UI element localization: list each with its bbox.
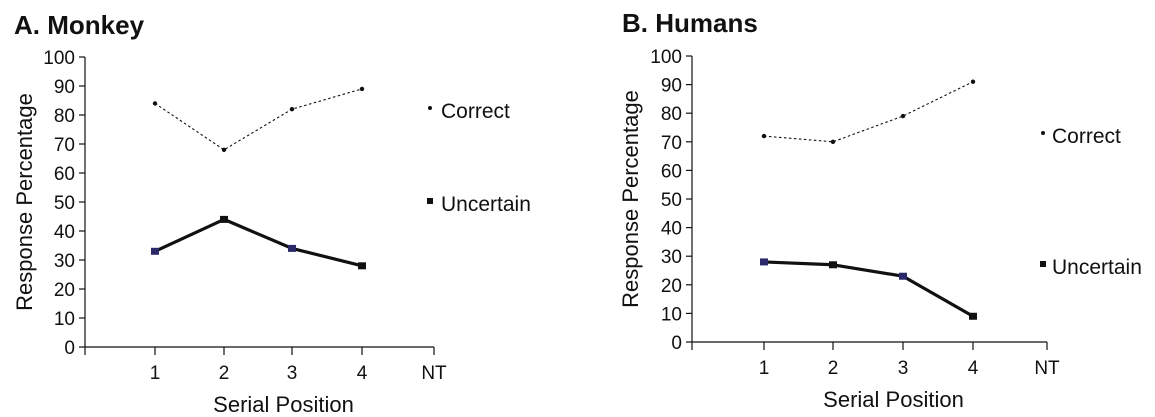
data-point <box>760 258 768 266</box>
data-point <box>359 86 365 92</box>
legend-label: Uncertain <box>1052 256 1142 279</box>
x-axis-label: Serial Position <box>213 392 354 417</box>
data-point <box>970 79 976 84</box>
data-point <box>220 215 228 223</box>
y-tick-label: 100 <box>43 48 75 69</box>
x-tick-label: NT <box>1034 358 1060 379</box>
data-point <box>830 139 836 144</box>
data-point <box>900 113 906 119</box>
y-tick-label: 80 <box>54 106 75 127</box>
legend-label: Uncertain <box>441 193 531 216</box>
legend-label: Correct <box>441 100 510 123</box>
data-point <box>221 147 227 152</box>
chart-panel-0: A. Monkey 0 10 20 30 40 50 60 70 80 90 100 1 2 3 4 NT Ser… <box>12 10 531 417</box>
legend-marker <box>428 106 432 110</box>
y-axis-label: Response Percentage <box>618 90 643 308</box>
chart-panel-1: B. Humans 0 10 20 30 40 50 60 70 80 90 100 1 2 3 4 NT Ser… <box>618 8 1142 412</box>
y-tick-label: 40 <box>54 222 75 243</box>
x-tick-label: 1 <box>759 358 770 379</box>
y-tick-label: 60 <box>54 164 75 185</box>
data-point <box>829 261 837 269</box>
y-tick-label: 20 <box>54 280 75 301</box>
data-point <box>358 262 366 270</box>
legend-marker <box>427 198 433 204</box>
y-tick-label: 0 <box>64 338 75 359</box>
data-point <box>151 247 159 255</box>
x-tick-label: 1 <box>150 363 161 384</box>
y-tick-label: 90 <box>54 77 75 98</box>
series-line-uncertain <box>154 217 363 268</box>
legend-label: Correct <box>1052 125 1121 148</box>
x-tick-label: 4 <box>357 363 368 384</box>
series-line-correct <box>154 88 363 151</box>
y-axis-label: Response Percentage <box>12 93 37 311</box>
x-tick-label: 2 <box>828 358 839 379</box>
data-point <box>899 272 907 280</box>
y-tick-label: 30 <box>54 251 75 272</box>
chart-title: A. Monkey <box>14 10 145 40</box>
y-tick-label: 70 <box>54 135 75 156</box>
x-axis-label: Serial Position <box>823 387 964 412</box>
y-tick-label: 50 <box>54 193 75 214</box>
y-tick-label: 10 <box>661 304 682 325</box>
x-tick-label: 2 <box>219 363 230 384</box>
series-line-correct <box>763 81 974 143</box>
x-tick-label: 3 <box>898 358 909 379</box>
legend-marker <box>1041 131 1045 135</box>
y-tick-label: 50 <box>661 190 682 211</box>
y-tick-label: 20 <box>661 276 682 297</box>
data-point <box>289 107 295 112</box>
y-tick-label: 0 <box>671 333 682 354</box>
x-tick-label: 3 <box>287 363 298 384</box>
y-tick-label: 10 <box>54 309 75 330</box>
y-tick-label: 40 <box>661 219 682 240</box>
y-tick-label: 80 <box>661 104 682 125</box>
y-tick-label: 30 <box>661 247 682 268</box>
series-line-uncertain <box>763 260 974 318</box>
y-tick-label: 100 <box>650 47 682 68</box>
data-point <box>969 312 977 320</box>
data-point <box>761 133 767 139</box>
x-tick-label: 4 <box>968 358 979 379</box>
data-point <box>152 101 158 106</box>
y-tick-label: 90 <box>661 76 682 97</box>
chart-title: B. Humans <box>622 8 758 38</box>
legend-marker <box>1040 261 1046 267</box>
y-tick-label: 60 <box>661 161 682 182</box>
x-tick-label: NT <box>421 363 447 384</box>
y-tick-label: 70 <box>661 133 682 154</box>
data-point <box>288 244 296 252</box>
